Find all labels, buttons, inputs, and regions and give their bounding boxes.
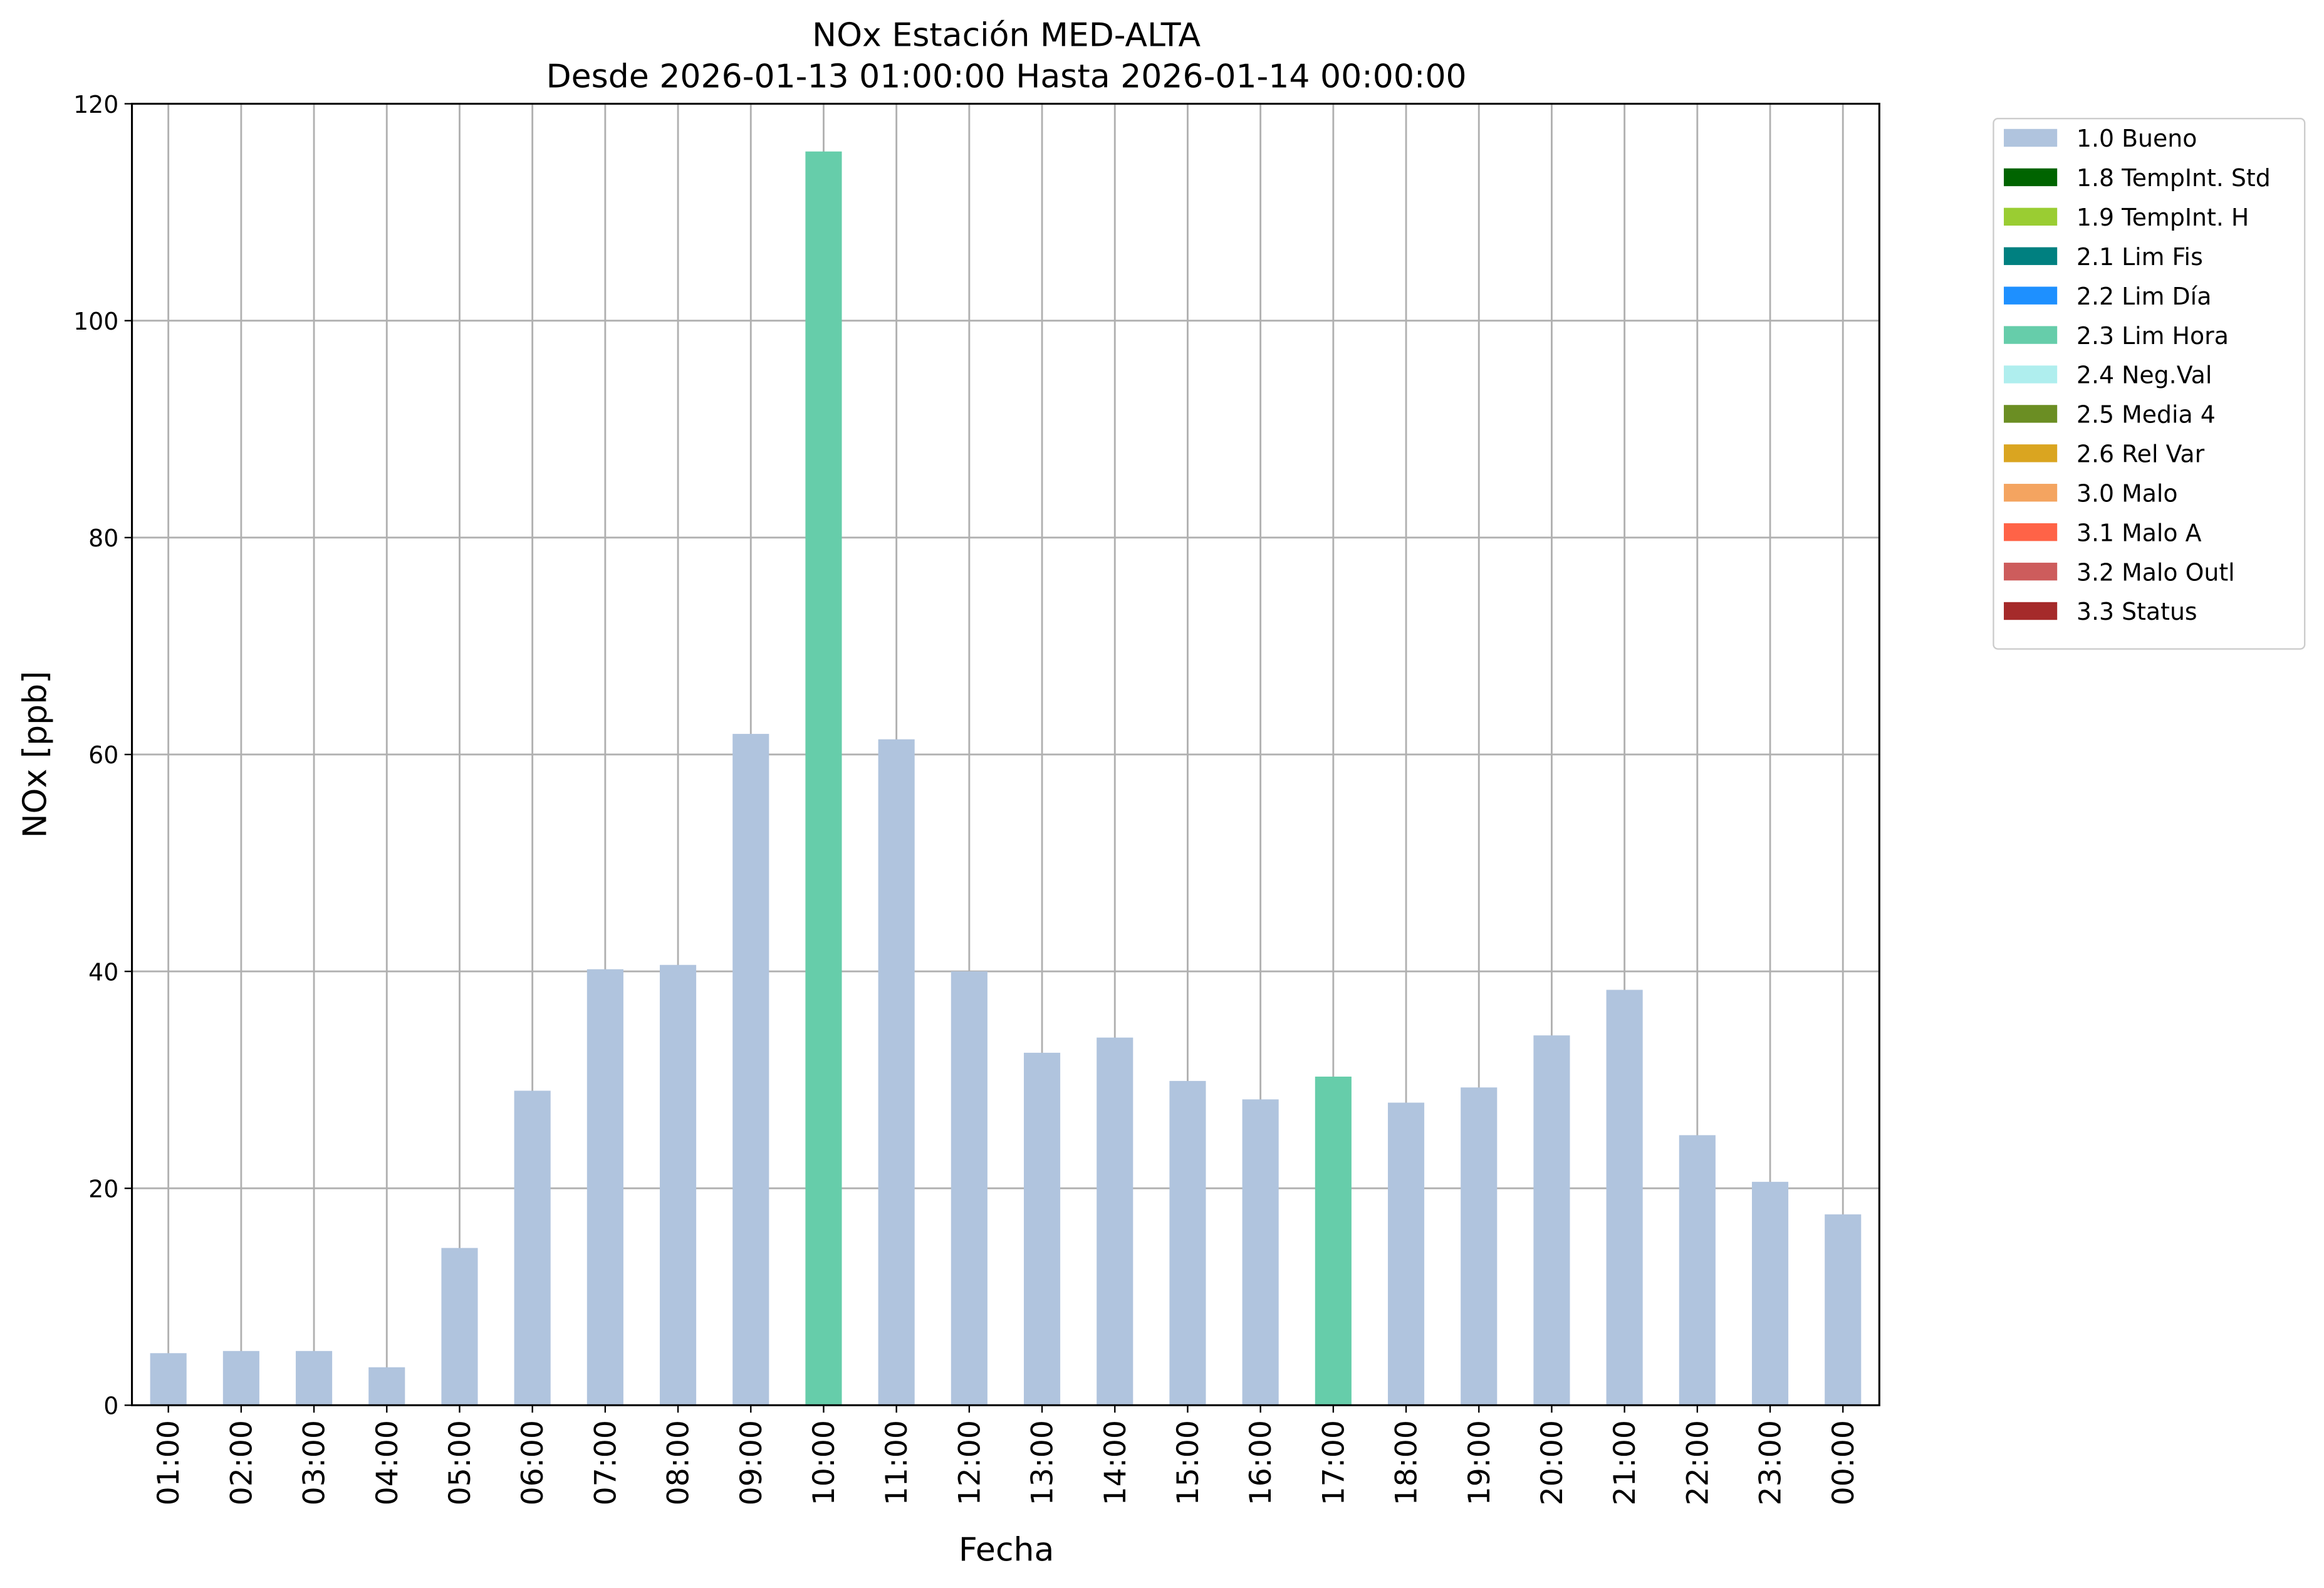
chart-subtitle: Desde 2026-01-13 01:00:00 Hasta 2026-01-… bbox=[546, 58, 1467, 96]
bar bbox=[732, 734, 769, 1406]
plot-frame bbox=[131, 103, 1880, 1406]
bar bbox=[1606, 990, 1643, 1406]
x-tick-label: 20:00 bbox=[1535, 1420, 1570, 1505]
x-tick-label: 14:00 bbox=[1098, 1420, 1133, 1505]
legend-label: 3.1 Malo A bbox=[2076, 519, 2202, 546]
x-tick-label: 10:00 bbox=[807, 1420, 842, 1505]
legend-swatch bbox=[2004, 405, 2058, 423]
legend-swatch bbox=[2004, 602, 2058, 620]
legend-label: 3.2 Malo Outl bbox=[2076, 558, 2235, 586]
bar bbox=[441, 1248, 478, 1406]
legend-label: 3.3 Status bbox=[2076, 598, 2197, 625]
bar bbox=[1533, 1035, 1570, 1406]
bar bbox=[1024, 1052, 1061, 1406]
legend-label: 2.5 Media 4 bbox=[2076, 401, 2216, 429]
bar bbox=[1461, 1087, 1498, 1406]
x-tick-label: 00:00 bbox=[1826, 1420, 1861, 1505]
bar bbox=[586, 969, 623, 1406]
legend-swatch bbox=[2004, 326, 2058, 344]
bar bbox=[878, 739, 915, 1406]
y-tick-label: 20 bbox=[88, 1175, 118, 1203]
x-tick-label: 16:00 bbox=[1244, 1420, 1278, 1505]
bar bbox=[150, 1353, 187, 1406]
x-tick-label: 11:00 bbox=[880, 1420, 914, 1505]
legend-label: 2.6 Rel Var bbox=[2076, 441, 2205, 468]
y-tick-label: 80 bbox=[88, 525, 118, 552]
bar bbox=[951, 971, 987, 1406]
legend-swatch bbox=[2004, 484, 2058, 502]
legend-label: 2.4 Neg.Val bbox=[2076, 362, 2212, 389]
y-tick-label: 60 bbox=[88, 741, 118, 769]
x-tick-label: 04:00 bbox=[370, 1420, 405, 1505]
y-tick-label: 0 bbox=[103, 1392, 118, 1420]
legend-box bbox=[1993, 118, 2306, 650]
x-tick-label: 18:00 bbox=[1390, 1420, 1424, 1505]
bar bbox=[1751, 1181, 1789, 1406]
legend-label: 1.9 TempInt. H bbox=[2076, 204, 2249, 231]
x-tick-label: 09:00 bbox=[734, 1420, 769, 1505]
legend-label: 3.0 Malo bbox=[2076, 479, 2178, 507]
x-tick-label: 23:00 bbox=[1754, 1420, 1788, 1505]
legend-swatch bbox=[2004, 365, 2058, 384]
legend-label: 2.2 Lim Día bbox=[2076, 283, 2211, 310]
chart-title: NOx Estación MED-ALTA bbox=[812, 16, 1201, 54]
legend-label: 1.0 Bueno bbox=[2076, 125, 2197, 152]
x-tick-label: 02:00 bbox=[224, 1420, 259, 1505]
x-tick-label: 17:00 bbox=[1316, 1420, 1351, 1505]
bar bbox=[296, 1350, 333, 1406]
x-tick-label: 12:00 bbox=[952, 1420, 987, 1505]
bar bbox=[660, 964, 697, 1406]
bar bbox=[1242, 1099, 1279, 1406]
x-tick-label: 19:00 bbox=[1462, 1420, 1497, 1505]
bar bbox=[1169, 1080, 1206, 1406]
x-tick-label: 21:00 bbox=[1608, 1420, 1642, 1505]
x-tick-label: 01:00 bbox=[152, 1420, 186, 1505]
legend-swatch bbox=[2004, 168, 2058, 187]
x-tick-label: 15:00 bbox=[1171, 1420, 1206, 1505]
legend-swatch bbox=[2004, 562, 2058, 581]
legend-swatch bbox=[2004, 444, 2058, 462]
x-tick-label: 07:00 bbox=[588, 1420, 623, 1505]
bar bbox=[1387, 1102, 1425, 1406]
legend-swatch bbox=[2004, 128, 2058, 147]
legend-label: 1.8 TempInt. Std bbox=[2076, 164, 2271, 192]
bar bbox=[1315, 1076, 1352, 1406]
legend-swatch bbox=[2004, 207, 2058, 226]
x-tick-label: 05:00 bbox=[443, 1420, 477, 1505]
x-tick-label: 22:00 bbox=[1680, 1420, 1715, 1505]
bar bbox=[805, 151, 842, 1406]
legend-swatch bbox=[2004, 523, 2058, 541]
legend-label: 2.3 Lim Hora bbox=[2076, 322, 2229, 350]
bar bbox=[1679, 1135, 1716, 1406]
bar bbox=[1825, 1214, 1862, 1406]
bar bbox=[368, 1367, 405, 1406]
y-tick-label: 100 bbox=[73, 308, 118, 335]
y-tick-label: 40 bbox=[88, 958, 118, 986]
bar bbox=[1097, 1037, 1133, 1406]
y-axis-label: NOx [ppb] bbox=[16, 671, 54, 838]
legend-label: 2.1 Lim Fis bbox=[2076, 243, 2203, 271]
bar bbox=[222, 1350, 259, 1406]
x-tick-label: 13:00 bbox=[1026, 1420, 1060, 1505]
bar bbox=[514, 1090, 551, 1406]
x-tick-label: 03:00 bbox=[298, 1420, 332, 1505]
legend-swatch bbox=[2004, 286, 2058, 305]
x-axis-label: Fecha bbox=[959, 1532, 1055, 1569]
x-tick-label: 06:00 bbox=[516, 1420, 550, 1505]
x-tick-label: 08:00 bbox=[662, 1420, 696, 1505]
legend-swatch bbox=[2004, 247, 2058, 265]
y-tick-label: 120 bbox=[73, 91, 118, 118]
